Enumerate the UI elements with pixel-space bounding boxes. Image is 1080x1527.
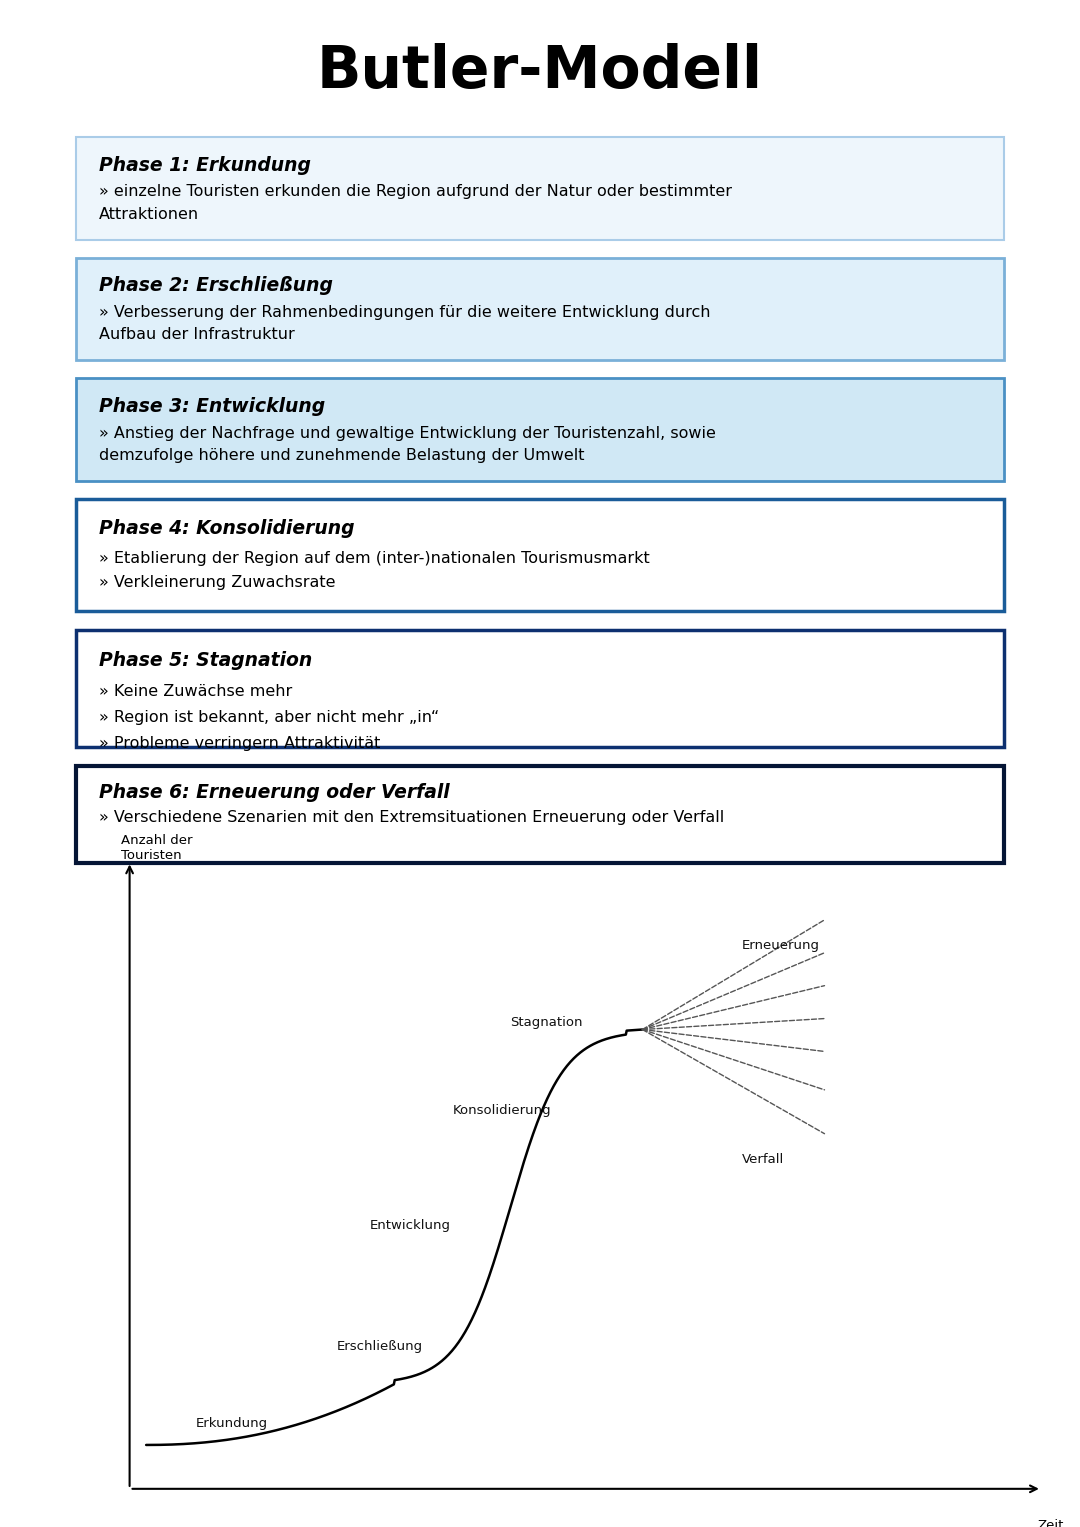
- Text: Anzahl der
Touristen: Anzahl der Touristen: [121, 834, 192, 861]
- Text: Phase 2: Erschließung: Phase 2: Erschließung: [99, 276, 333, 295]
- Text: Stagnation: Stagnation: [511, 1017, 583, 1029]
- Text: » Etablierung der Region auf dem (inter-)nationalen Tourismusmarkt: » Etablierung der Region auf dem (inter-…: [99, 551, 649, 565]
- Text: Phase 4: Konsolidierung: Phase 4: Konsolidierung: [99, 519, 354, 539]
- Text: Entwicklung: Entwicklung: [369, 1219, 450, 1232]
- FancyBboxPatch shape: [76, 499, 1004, 611]
- Text: Phase 3: Entwicklung: Phase 3: Entwicklung: [99, 397, 325, 415]
- Text: Attraktionen: Attraktionen: [99, 208, 199, 221]
- Text: Konsolidierung: Konsolidierung: [453, 1104, 551, 1116]
- Text: Aufbau der Infrastruktur: Aufbau der Infrastruktur: [99, 327, 295, 342]
- Text: » Verbesserung der Rahmenbedingungen für die weitere Entwicklung durch: » Verbesserung der Rahmenbedingungen für…: [99, 305, 711, 321]
- FancyBboxPatch shape: [76, 379, 1004, 481]
- FancyBboxPatch shape: [76, 765, 1004, 863]
- Text: Phase 1: Erkundung: Phase 1: Erkundung: [99, 156, 311, 174]
- Text: » Probleme verringern Attraktivität: » Probleme verringern Attraktivität: [99, 736, 380, 751]
- Text: Phase 6: Erneuerung oder Verfall: Phase 6: Erneuerung oder Verfall: [99, 783, 449, 802]
- Text: Zeit: Zeit: [1038, 1519, 1064, 1527]
- Text: » Anstieg der Nachfrage und gewaltige Entwicklung der Touristenzahl, sowie: » Anstieg der Nachfrage und gewaltige En…: [99, 426, 716, 440]
- Text: demzufolge höhere und zunehmende Belastung der Umwelt: demzufolge höhere und zunehmende Belastu…: [99, 447, 584, 463]
- Text: » einzelne Touristen erkunden die Region aufgrund der Natur oder bestimmter: » einzelne Touristen erkunden die Region…: [99, 185, 732, 200]
- FancyBboxPatch shape: [76, 258, 1004, 360]
- Text: Phase 5: Stagnation: Phase 5: Stagnation: [99, 651, 312, 670]
- Text: Erschließung: Erschließung: [337, 1339, 422, 1353]
- FancyBboxPatch shape: [76, 629, 1004, 747]
- Text: Erneuerung: Erneuerung: [742, 939, 820, 953]
- Text: Butler-Modell: Butler-Modell: [318, 43, 762, 99]
- Text: » Verkleinerung Zuwachsrate: » Verkleinerung Zuwachsrate: [99, 576, 335, 591]
- FancyBboxPatch shape: [76, 137, 1004, 240]
- Text: Erkundung: Erkundung: [195, 1417, 268, 1429]
- Text: » Region ist bekannt, aber nicht mehr „in“: » Region ist bekannt, aber nicht mehr „i…: [99, 710, 440, 725]
- Text: » Keine Zuwächse mehr: » Keine Zuwächse mehr: [99, 684, 292, 699]
- Text: » Verschiedene Szenarien mit den Extremsituationen Erneuerung oder Verfall: » Verschiedene Szenarien mit den Extrems…: [99, 811, 724, 825]
- Text: Verfall: Verfall: [742, 1153, 784, 1167]
